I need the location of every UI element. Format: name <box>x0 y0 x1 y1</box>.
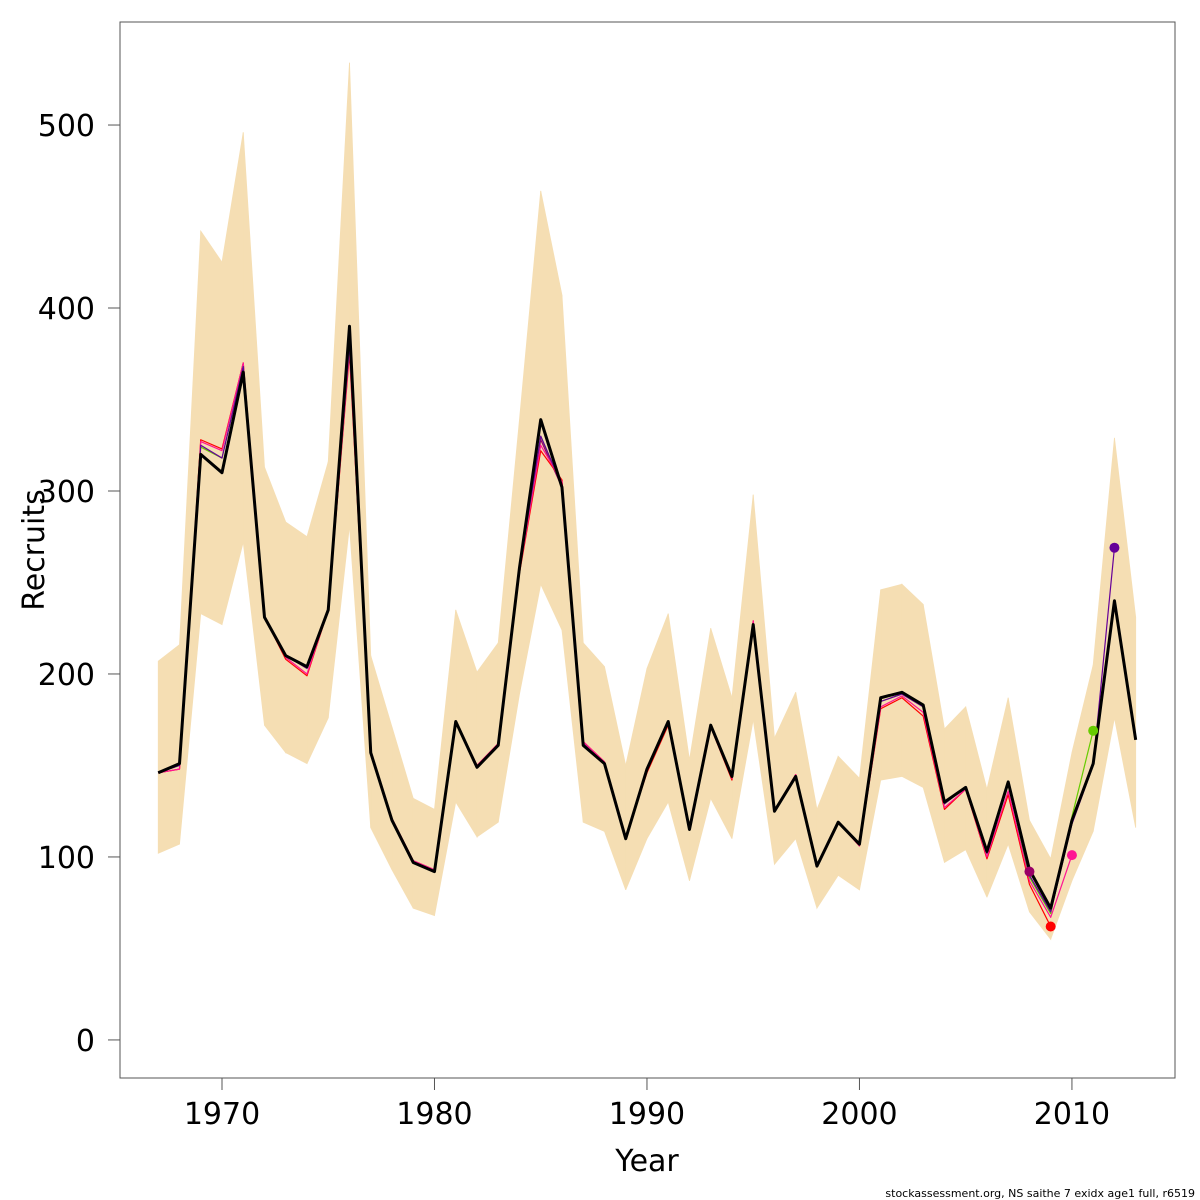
x-tick-label: 2010 <box>1034 1097 1110 1132</box>
confidence-band <box>157 643 180 854</box>
plot-area <box>157 62 1138 941</box>
x-tick-label: 2000 <box>821 1097 897 1132</box>
retro-endpoint <box>1066 850 1077 861</box>
y-axis-label: Recruits <box>17 489 52 611</box>
plot-frame <box>119 21 1176 1079</box>
y-tick-label: 500 <box>38 109 95 144</box>
confidence-band <box>1114 437 1137 828</box>
y-tick-label: 300 <box>38 475 95 510</box>
confidence-band <box>285 521 308 765</box>
retro-endpoint <box>1024 866 1035 877</box>
confidence-band <box>901 583 924 789</box>
confidence-band <box>412 797 435 917</box>
confidence-band <box>837 755 860 891</box>
confidence-band <box>582 641 605 832</box>
retro-endpoint <box>1088 725 1099 736</box>
confidence-band <box>476 641 499 838</box>
retro-endpoint <box>1045 921 1056 932</box>
estimate-line <box>157 324 1138 910</box>
x-axis-label: Year <box>614 1144 679 1179</box>
confidence-band <box>880 583 903 781</box>
x-tick-label: 1980 <box>396 1097 472 1132</box>
y-tick-label: 200 <box>38 658 95 693</box>
y-tick-label: 100 <box>38 841 95 876</box>
x-tick-label: 1970 <box>184 1097 260 1132</box>
footnote: stockassessment.org, NS saithe 7 exidx a… <box>885 1187 1195 1200</box>
retro-endpoint <box>1109 542 1120 553</box>
y-tick-label: 0 <box>76 1024 95 1059</box>
confidence-band <box>944 705 967 864</box>
x-tick-label: 1990 <box>609 1097 685 1132</box>
confidence-band <box>200 229 223 626</box>
y-tick-label: 400 <box>38 292 95 327</box>
